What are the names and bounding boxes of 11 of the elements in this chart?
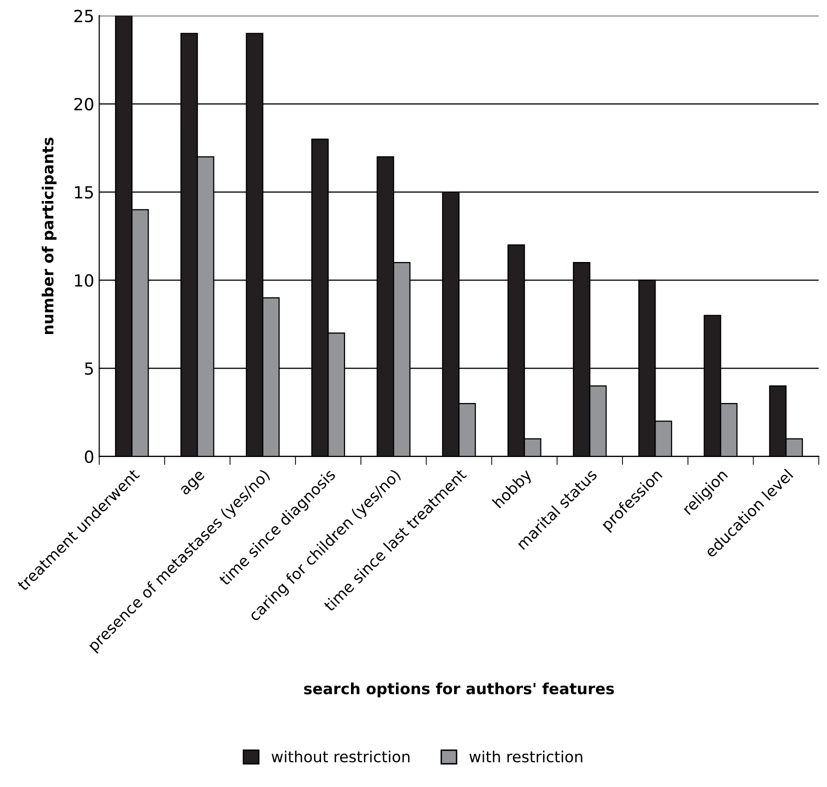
y-tick-label: 0 (84, 450, 94, 464)
y-tick-label: 5 (85, 362, 93, 375)
y-tick-label: 20 (74, 98, 94, 110)
y-tick-label: 10 (75, 274, 94, 287)
legend-label: without restriction (272, 750, 410, 762)
legend-label: with restriction (469, 750, 582, 762)
x-tick-label: age (180, 470, 208, 498)
y-axis-title: number of participants (42, 138, 57, 334)
y-tick-label: 15 (75, 186, 93, 199)
y-tick-label: 25 (74, 10, 93, 22)
x-axis-title: search options for authors' features (304, 682, 614, 698)
